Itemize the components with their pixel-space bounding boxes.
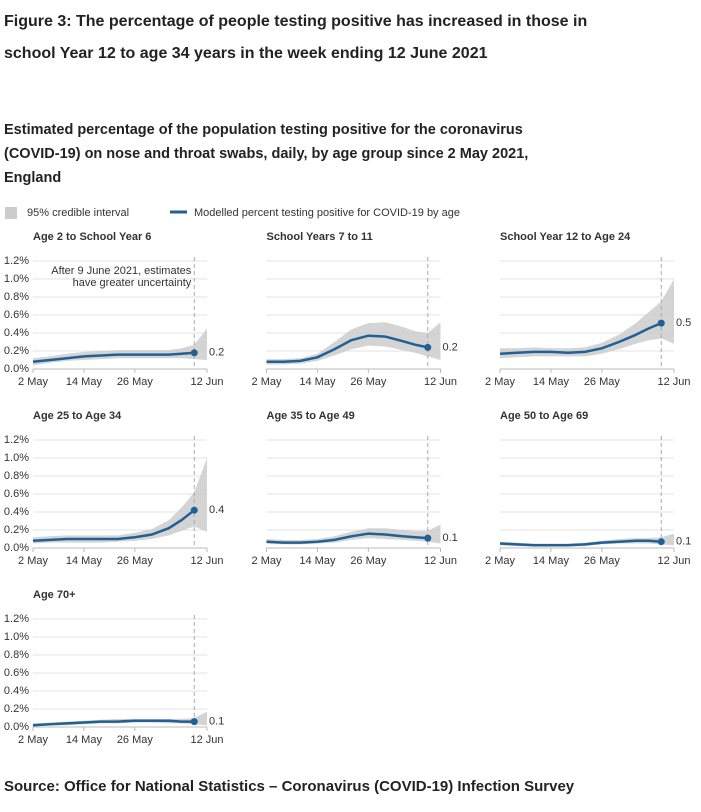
x-tick-label: 14 May — [66, 734, 103, 746]
x-tick-label: 2 May — [485, 555, 515, 567]
end-point — [190, 349, 198, 357]
x-tick-label: 14 May — [66, 555, 103, 567]
x-tick-label: 2 May — [252, 555, 282, 567]
y-tick-label: 0.2% — [4, 703, 29, 715]
panel-title: School Year 12 to Age 24 — [500, 231, 631, 243]
y-tick-label: 0.4% — [4, 685, 29, 697]
y-tick-label: 0.4% — [4, 327, 29, 339]
y-tick-label: 0.8% — [4, 470, 29, 482]
x-tick-label: 2 May — [18, 734, 48, 746]
y-tick-label: 1.0% — [4, 452, 29, 464]
annotation: have greater uncertainty — [73, 277, 192, 289]
x-tick-label: 14 May — [299, 376, 336, 388]
panel-title: Age 50 to Age 69 — [500, 410, 588, 422]
modelled-line — [32, 509, 196, 543]
value-label: 0.1 — [676, 536, 691, 548]
modelled-line — [32, 719, 195, 727]
y-tick-label: 0.2% — [4, 345, 29, 357]
modelled-line — [32, 351, 195, 364]
end-point — [424, 343, 432, 351]
x-tick-label: 2 May — [252, 376, 282, 388]
panel-title: School Years 7 to 11 — [267, 231, 373, 243]
credible-interval — [266, 322, 441, 365]
x-tick-label: 12 Jun — [190, 376, 223, 388]
x-tick-label: 12 Jun — [190, 734, 223, 746]
value-label: 0.2 — [443, 341, 458, 353]
x-tick-label: 14 May — [533, 376, 570, 388]
x-tick-label: 14 May — [66, 376, 103, 388]
x-tick-label: 26 May — [350, 555, 387, 567]
y-tick-label: 0.2% — [4, 524, 29, 536]
value-label: 0.5 — [676, 317, 691, 329]
x-tick-label: 12 Jun — [424, 376, 457, 388]
y-tick-label: 1.0% — [4, 273, 29, 285]
x-tick-label: 2 May — [485, 376, 515, 388]
y-tick-label: 0.0% — [4, 542, 29, 554]
modelled-line — [266, 532, 428, 544]
x-tick-label: 26 May — [117, 555, 154, 567]
y-tick-label: 0.4% — [4, 506, 29, 518]
y-tick-label: 0.8% — [4, 649, 29, 661]
x-tick-label: 26 May — [117, 376, 154, 388]
end-point — [657, 538, 665, 546]
legend-swatch — [5, 207, 17, 219]
x-tick-label: 12 Jun — [657, 555, 690, 567]
y-tick-label: 0.0% — [4, 721, 29, 733]
end-point — [190, 718, 198, 726]
subtitle: Estimated percentage of the population t… — [4, 122, 529, 186]
x-tick-label: 12 Jun — [190, 555, 223, 567]
title: Figure 3: The percentage of people testi… — [4, 13, 588, 62]
panel-title: Age 25 to Age 34 — [33, 410, 122, 422]
y-tick-label: 0.6% — [4, 488, 29, 500]
panel-title: Age 2 to School Year 6 — [33, 231, 151, 243]
value-label: 0.1 — [209, 716, 224, 728]
x-tick-label: 12 Jun — [657, 376, 690, 388]
x-tick-label: 2 May — [18, 555, 48, 567]
y-tick-label: 0.0% — [4, 363, 29, 375]
value-label: 0.1 — [443, 532, 458, 544]
y-tick-label: 1.2% — [4, 434, 29, 446]
y-tick-label: 1.2% — [4, 255, 29, 267]
annotation: After 9 June 2021, estimates — [51, 265, 192, 277]
x-tick-label: 26 May — [584, 555, 621, 567]
end-point — [424, 534, 432, 542]
credible-interval — [266, 524, 441, 545]
legend-label: 95% credible interval — [27, 207, 129, 219]
y-tick-label: 0.8% — [4, 291, 29, 303]
end-point — [190, 506, 198, 514]
x-tick-label: 2 May — [18, 376, 48, 388]
modelled-line — [266, 334, 429, 364]
value-label: 0.2 — [209, 347, 224, 359]
modelled-line — [499, 539, 662, 547]
value-label: 0.4 — [209, 504, 224, 516]
x-tick-label: 14 May — [299, 555, 336, 567]
y-tick-label: 0.6% — [4, 309, 29, 321]
y-tick-label: 1.2% — [4, 613, 29, 625]
end-point — [657, 319, 665, 327]
modelled-line — [499, 321, 662, 355]
panel-title: Age 35 to Age 49 — [267, 410, 355, 422]
credible-interval — [500, 533, 674, 547]
panel-title: Age 70+ — [33, 589, 76, 601]
credible-interval — [33, 458, 207, 544]
legend-label: Modelled percent testing positive for CO… — [194, 207, 460, 219]
y-tick-label: 0.6% — [4, 667, 29, 679]
x-tick-label: 26 May — [584, 376, 621, 388]
x-tick-label: 26 May — [350, 376, 387, 388]
source: Source: Office for National Statistics –… — [4, 778, 575, 795]
credible-interval — [500, 279, 674, 359]
x-tick-label: 14 May — [533, 555, 570, 567]
x-tick-label: 26 May — [117, 734, 154, 746]
y-tick-label: 1.0% — [4, 631, 29, 643]
x-tick-label: 12 Jun — [424, 555, 457, 567]
